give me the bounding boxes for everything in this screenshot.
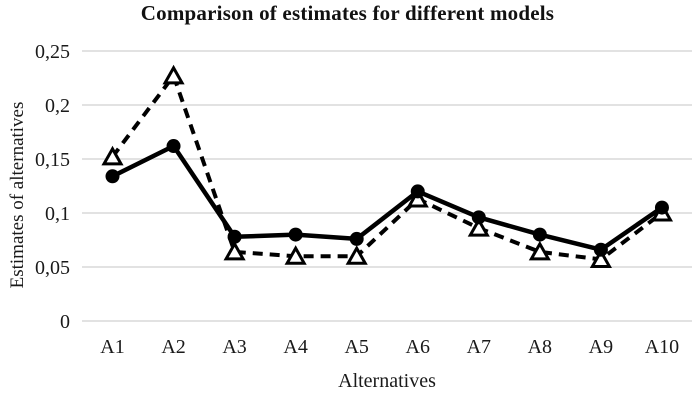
- data-point-triangle: [284, 245, 307, 265]
- y-tick-label: 0,15: [35, 149, 70, 171]
- series-solid-line: [111, 143, 664, 252]
- data-point-triangle: [162, 64, 185, 85]
- data-point-triangle: [406, 187, 429, 208]
- x-category-label: A5: [344, 336, 368, 358]
- x-category-label: A2: [161, 336, 185, 358]
- data-point-circle: [105, 169, 120, 184]
- y-tick-label: 0,25: [35, 41, 70, 63]
- x-category-label: A7: [467, 336, 491, 358]
- x-category-label: A6: [406, 336, 430, 358]
- y-tick-label: 0,1: [45, 203, 70, 225]
- y-tick-label: 0,2: [45, 95, 70, 117]
- x-category-label: A9: [589, 336, 613, 358]
- data-point-circle: [227, 229, 242, 244]
- data-point-triangle: [223, 240, 246, 261]
- x-category-label: A10: [645, 336, 679, 358]
- data-point-triangle: [345, 245, 368, 265]
- data-point-circle: [471, 210, 486, 225]
- data-point-circle: [654, 200, 669, 215]
- x-category-label: A8: [528, 336, 552, 358]
- y-tick-label: 0,05: [35, 257, 70, 279]
- data-point-circle: [288, 227, 303, 242]
- data-point-triangle: [589, 248, 612, 268]
- x-axis-title: Alternatives: [338, 370, 436, 392]
- y-tick-label: 0: [60, 311, 70, 333]
- data-point-circle: [410, 184, 425, 199]
- data-point-circle: [593, 242, 608, 257]
- series-dashed-line: [110, 71, 664, 262]
- data-point-circle: [349, 231, 364, 246]
- chart-title: Comparison of estimates for different mo…: [140, 1, 555, 25]
- x-category-label: A3: [222, 336, 246, 358]
- data-point-triangle: [101, 145, 124, 166]
- data-point-circle: [532, 227, 547, 242]
- data-point-circle: [166, 139, 181, 154]
- data-point-triangle: [467, 217, 490, 237]
- x-category-label: A4: [283, 336, 307, 358]
- data-point-triangle: [528, 240, 551, 261]
- x-category-label: A1: [100, 336, 124, 358]
